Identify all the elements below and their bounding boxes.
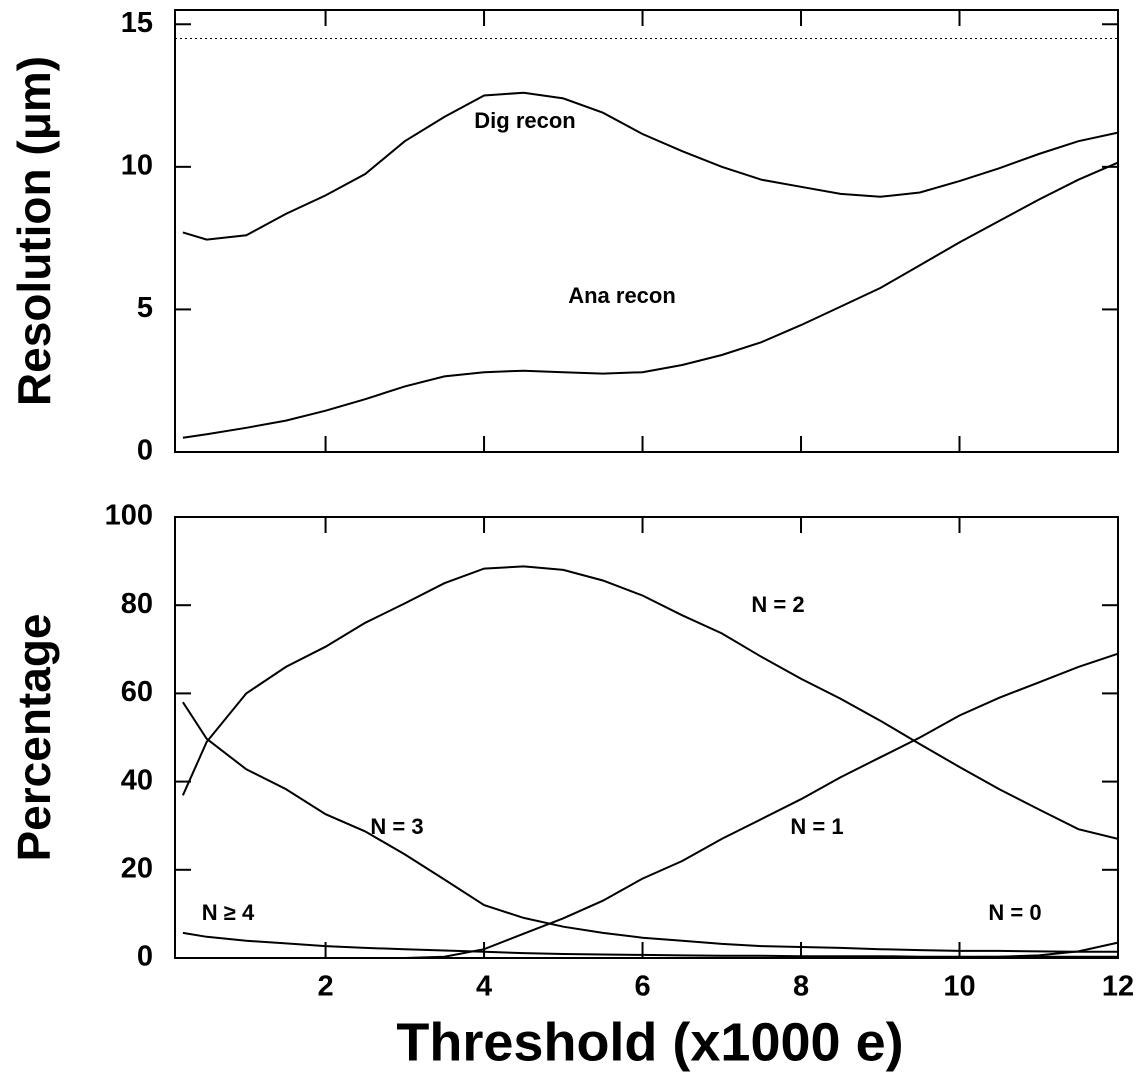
series-label: Ana recon: [568, 283, 676, 308]
y-axis-label: Percentage: [8, 613, 60, 861]
y-tick-label: 80: [121, 588, 153, 620]
series-label: N = 1: [790, 814, 843, 839]
y-tick-label: 15: [121, 7, 153, 39]
line-series: [181, 565, 1119, 840]
series-label: Dig recon: [474, 108, 575, 133]
x-tick-label: 6: [634, 971, 650, 1003]
plot-frame: [174, 516, 1119, 959]
x-axis-label: Threshold (x1000 e): [396, 1012, 903, 1072]
line-series: [182, 652, 1119, 959]
line-series: [182, 701, 1118, 953]
y-axis-label: Resolution (μm): [8, 56, 60, 406]
y-tick-label: 60: [121, 676, 153, 708]
x-tick-label: 2: [317, 971, 333, 1003]
plot-frame: [174, 9, 1119, 453]
line-series: [182, 91, 1119, 241]
series-label: N ≥ 4: [202, 900, 255, 925]
line-series: [182, 931, 1118, 958]
x-tick-label: 4: [476, 971, 492, 1003]
series-label: N = 0: [988, 900, 1041, 925]
y-tick-label: 100: [105, 500, 153, 532]
y-tick-label: 20: [121, 852, 153, 884]
line-series: [182, 161, 1119, 439]
line-series: [182, 941, 1119, 959]
y-tick-label: 10: [121, 149, 153, 181]
y-tick-label: 5: [137, 292, 153, 324]
series-label: N = 2: [751, 592, 804, 617]
x-tick-label: 10: [943, 971, 975, 1003]
y-tick-label: 40: [121, 764, 153, 796]
x-tick-label: 8: [793, 971, 809, 1003]
y-tick-label: 0: [137, 941, 153, 973]
series-label: N = 3: [370, 814, 423, 839]
y-tick-label: 0: [137, 435, 153, 467]
x-tick-label: 12: [1102, 971, 1134, 1003]
